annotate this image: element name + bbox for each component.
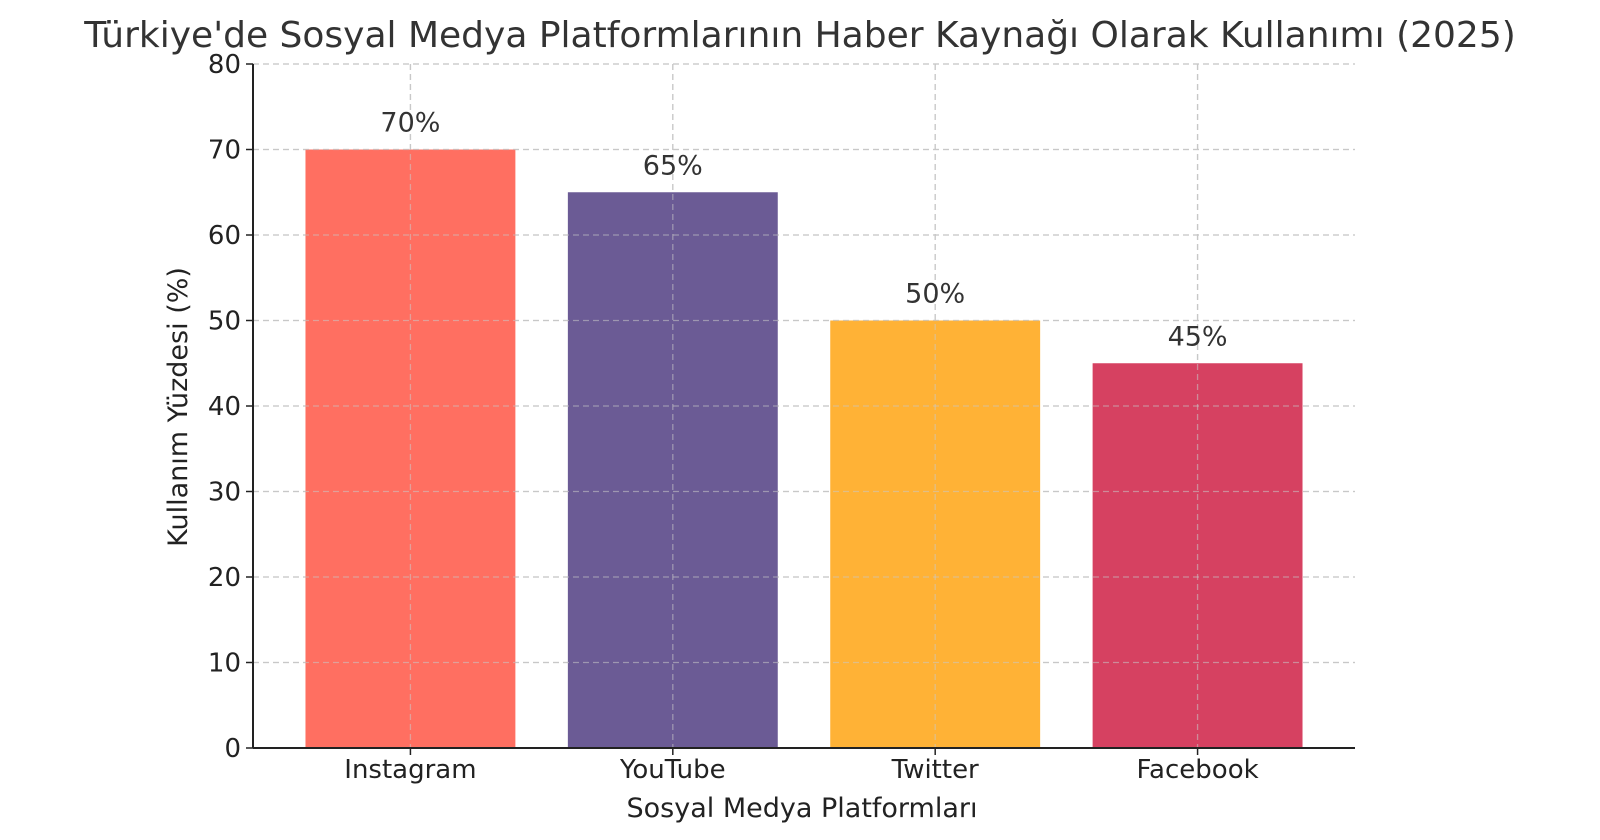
axes [246,63,1355,755]
chart-title: Türkiye'de Sosyal Medya Platformlarının … [83,15,1516,56]
data-label-instagram: 70% [380,108,440,139]
y-tick-label: 40 [208,392,241,422]
y-tick-label: 60 [208,221,241,251]
y-tick-label: 80 [208,50,241,80]
x-tick-label-youtube: YouTube [619,755,726,785]
y-tick-label: 30 [208,478,241,508]
y-tick-label: 0 [224,734,241,764]
data-label-twitter: 50% [905,279,965,310]
data-label-youtube: 65% [643,150,703,181]
y-axis-title: Kullanım Yüzdesi (%) [163,267,194,547]
y-tick-label: 70 [208,136,241,166]
data-label-facebook: 45% [1168,321,1228,352]
labels: 0 10 20 30 40 50 60 70 80 Instagram YouTube Twitter… [208,50,1259,785]
x-tick-label-facebook: Facebook [1136,755,1258,785]
x-tick-label-instagram: Instagram [344,755,476,785]
x-axis-title: Sosyal Medya Platformları [627,793,978,824]
x-tick-label-twitter: Twitter [891,755,979,785]
bars [253,63,1355,749]
y-tick-label: 50 [208,307,241,337]
y-tick-label: 20 [208,563,241,593]
y-tick-label: 10 [208,649,241,679]
